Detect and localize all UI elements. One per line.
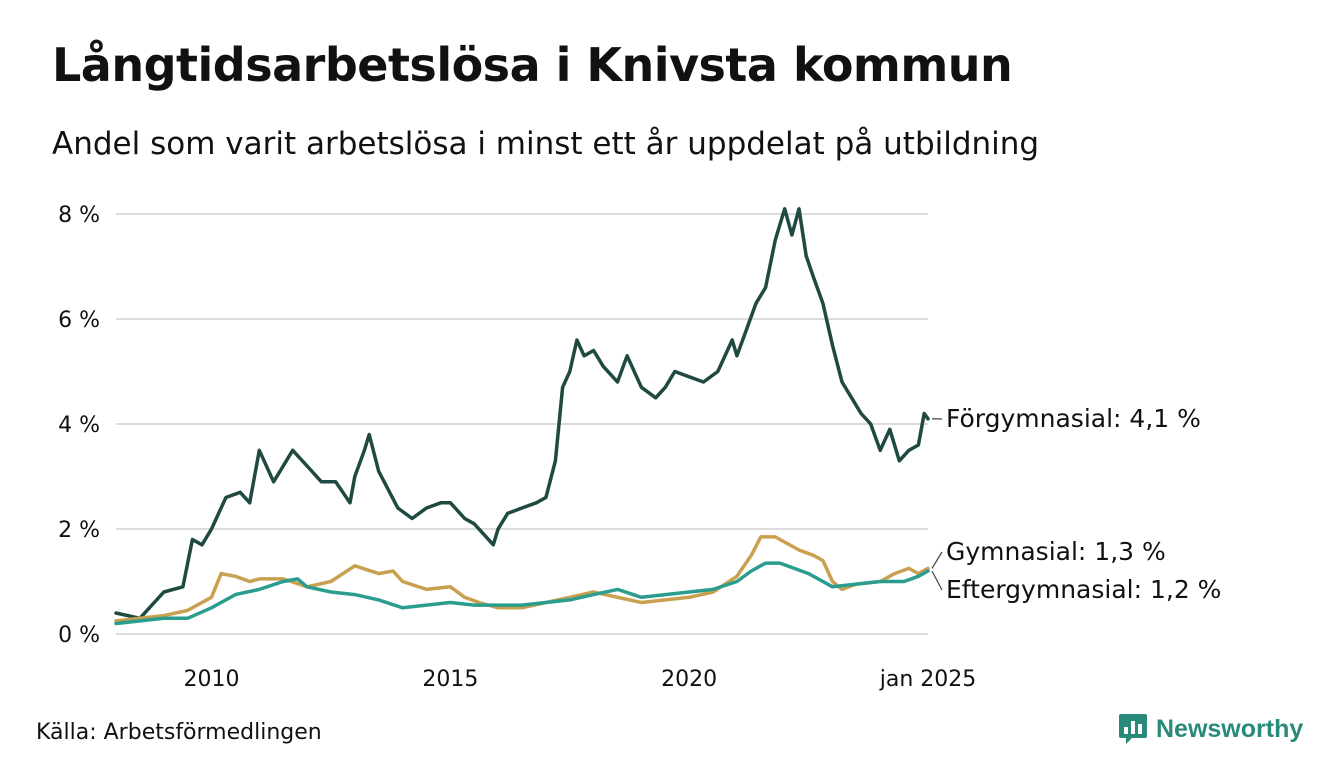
- series-line-förgymnasial: [114, 207, 930, 621]
- series-line-eftergymnasial: [114, 561, 930, 626]
- series-line-gymnasial: [114, 535, 930, 623]
- series-end-label: Eftergymnasial: 1,2 %: [946, 575, 1221, 604]
- x-tick-label: 2020: [661, 667, 717, 692]
- y-axis: 0 % 2 % 4 % 6 % 8 %: [58, 203, 100, 648]
- y-tick-label: 8 %: [58, 203, 100, 228]
- brand-logo[interactable]: Newsworthy: [1118, 712, 1303, 746]
- y-tick-label: 2 %: [58, 518, 100, 543]
- x-tick-label: 2010: [184, 667, 240, 692]
- series-end-labels: Förgymnasial: 4,1 % Gymnasial: 1,3 % Efter…: [931, 404, 1221, 604]
- y-tick-label: 4 %: [58, 413, 100, 438]
- x-tick-label: jan 2025: [879, 667, 977, 692]
- x-axis: 2010 2015 2020 jan 2025: [184, 667, 977, 692]
- page-title: Långtidsarbetslösa i Knivsta kommun: [52, 38, 1013, 92]
- series-lines: [114, 207, 930, 626]
- y-tick-label: 6 %: [58, 308, 100, 333]
- newsworthy-chart-bubble-icon: [1119, 714, 1147, 744]
- series-end-label: Förgymnasial: 4,1 %: [946, 404, 1201, 433]
- chart-subtitle: Andel som varit arbetslösa i minst ett å…: [52, 126, 1040, 162]
- leader-line: [931, 570, 943, 591]
- source-note: Källa: Arbetsförmedlingen: [36, 720, 322, 745]
- leader-line: [931, 551, 943, 569]
- x-tick-label: 2015: [422, 667, 478, 692]
- line-chart: 0 % 2 % 4 % 6 % 8 % 2010 2015 2020 jan 2025 För…: [58, 203, 1221, 692]
- brand-name: Newsworthy: [1156, 714, 1304, 743]
- y-tick-label: 0 %: [58, 623, 100, 648]
- series-end-label: Gymnasial: 1,3 %: [946, 537, 1166, 566]
- grid-lines: [116, 213, 928, 635]
